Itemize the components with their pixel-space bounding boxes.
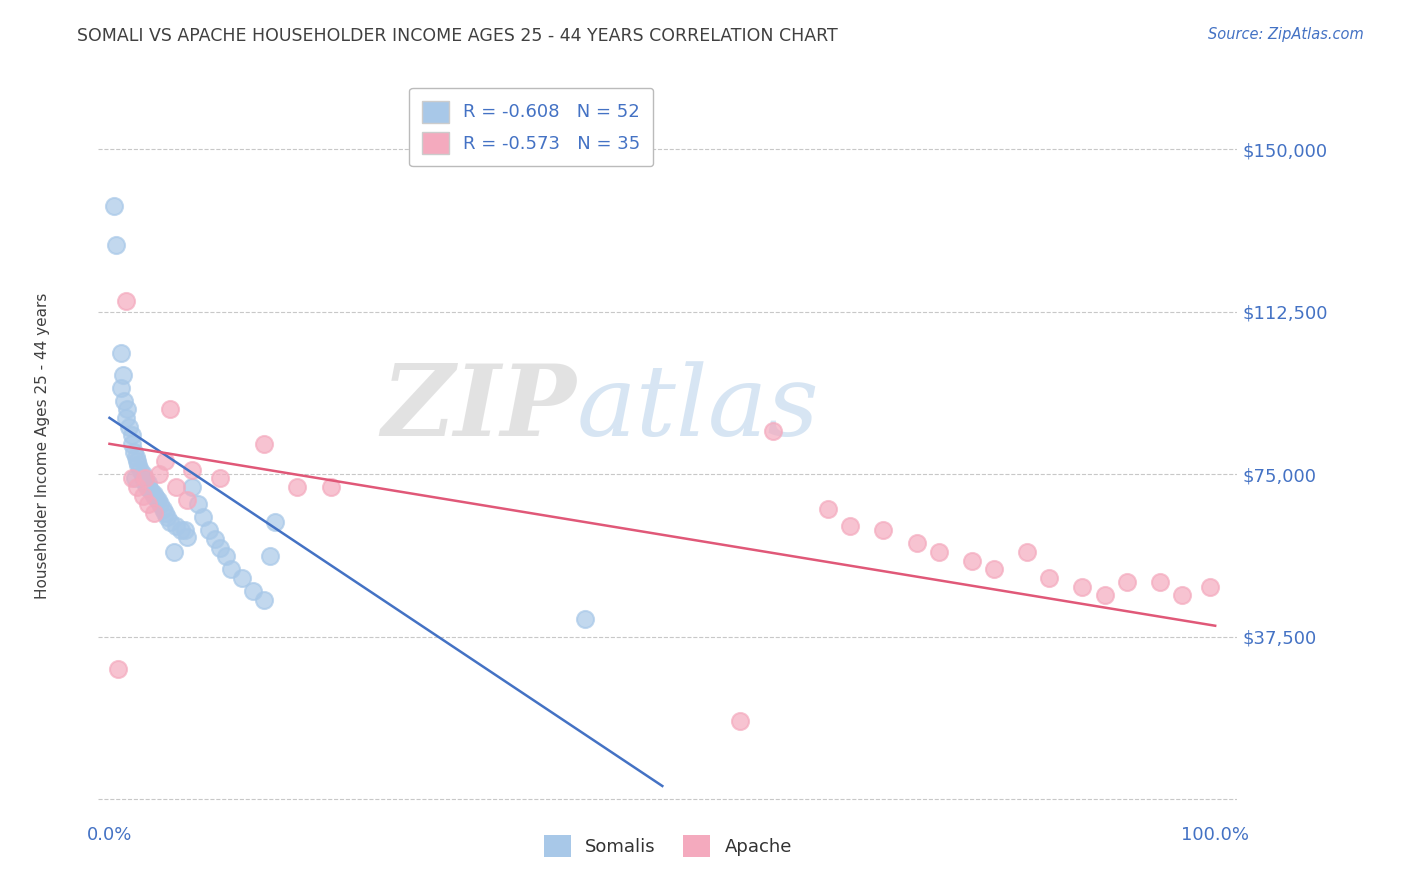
Point [134,471,156,485]
Point [131,489,153,503]
Point [928,545,950,559]
Point [121,428,143,442]
Text: atlas: atlas [576,361,820,456]
Point [159,402,181,417]
Point [983,562,1005,576]
Point [1171,589,1194,603]
Point [1017,545,1039,559]
Text: Householder Income Ages 25 - 44 years: Householder Income Ages 25 - 44 years [35,293,49,599]
Point [148,467,170,482]
Point [145,491,167,505]
Point [149,498,172,512]
Point [165,480,187,494]
Text: SOMALI VS APACHE HOUSEHOLDER INCOME AGES 25 - 44 YEARS CORRELATION CHART: SOMALI VS APACHE HOUSEHOLDER INCOME AGES… [77,27,838,45]
Point [1094,589,1116,603]
Point [159,515,181,529]
Point [131,471,153,485]
Point [105,237,128,252]
Point [122,445,145,459]
Point [153,454,176,468]
Point [264,515,287,529]
Point [162,545,184,559]
Point [121,471,143,485]
Point [872,524,894,538]
Text: Source: ZipAtlas.com: Source: ZipAtlas.com [1208,27,1364,42]
Point [121,437,143,451]
Point [110,346,132,360]
Point [253,592,276,607]
Point [219,562,242,576]
Point [112,393,135,408]
Point [209,541,232,555]
Point [574,612,596,626]
Point [153,506,176,520]
Point [242,584,264,599]
Point [253,437,276,451]
Point [181,480,204,494]
Point [136,480,159,494]
Point [107,662,129,676]
Point [960,554,983,568]
Point [156,510,179,524]
Point [839,519,862,533]
Point [187,498,209,512]
Point [136,498,159,512]
Point [129,463,152,477]
Point [110,380,132,394]
Legend: Somalis, Apache: Somalis, Apache [537,828,799,864]
Point [1149,575,1171,590]
Point [103,199,125,213]
Point [1115,575,1137,590]
Point [165,519,187,533]
Point [136,475,159,490]
Point [209,471,232,485]
Point [173,524,195,538]
Point [142,489,165,503]
Point [111,368,134,382]
Point [115,402,138,417]
Point [127,480,149,494]
Point [142,486,165,500]
Point [131,467,153,482]
Point [193,510,215,524]
Point [125,450,148,464]
Point [142,506,165,520]
Text: ZIP: ZIP [382,360,576,457]
Point [817,501,839,516]
Point [198,524,221,538]
Point [146,493,169,508]
Point [1071,580,1094,594]
Point [728,714,751,728]
Point [176,493,198,508]
Point [124,471,146,485]
Point [134,475,156,490]
Point [115,410,138,425]
Point [115,293,138,308]
Point [1198,580,1220,594]
Point [259,549,281,564]
Point [127,458,149,473]
Point [231,571,253,585]
Point [152,501,174,516]
Point [204,532,226,546]
Point [127,454,149,468]
Point [214,549,236,564]
Point [1038,571,1060,585]
Point [762,424,785,438]
Point [138,483,160,497]
Point [176,530,198,544]
Point [170,524,193,538]
Point [141,484,163,499]
Point [181,463,204,477]
Point [118,419,141,434]
Point [905,536,928,550]
Point [319,480,342,494]
Point [287,480,309,494]
